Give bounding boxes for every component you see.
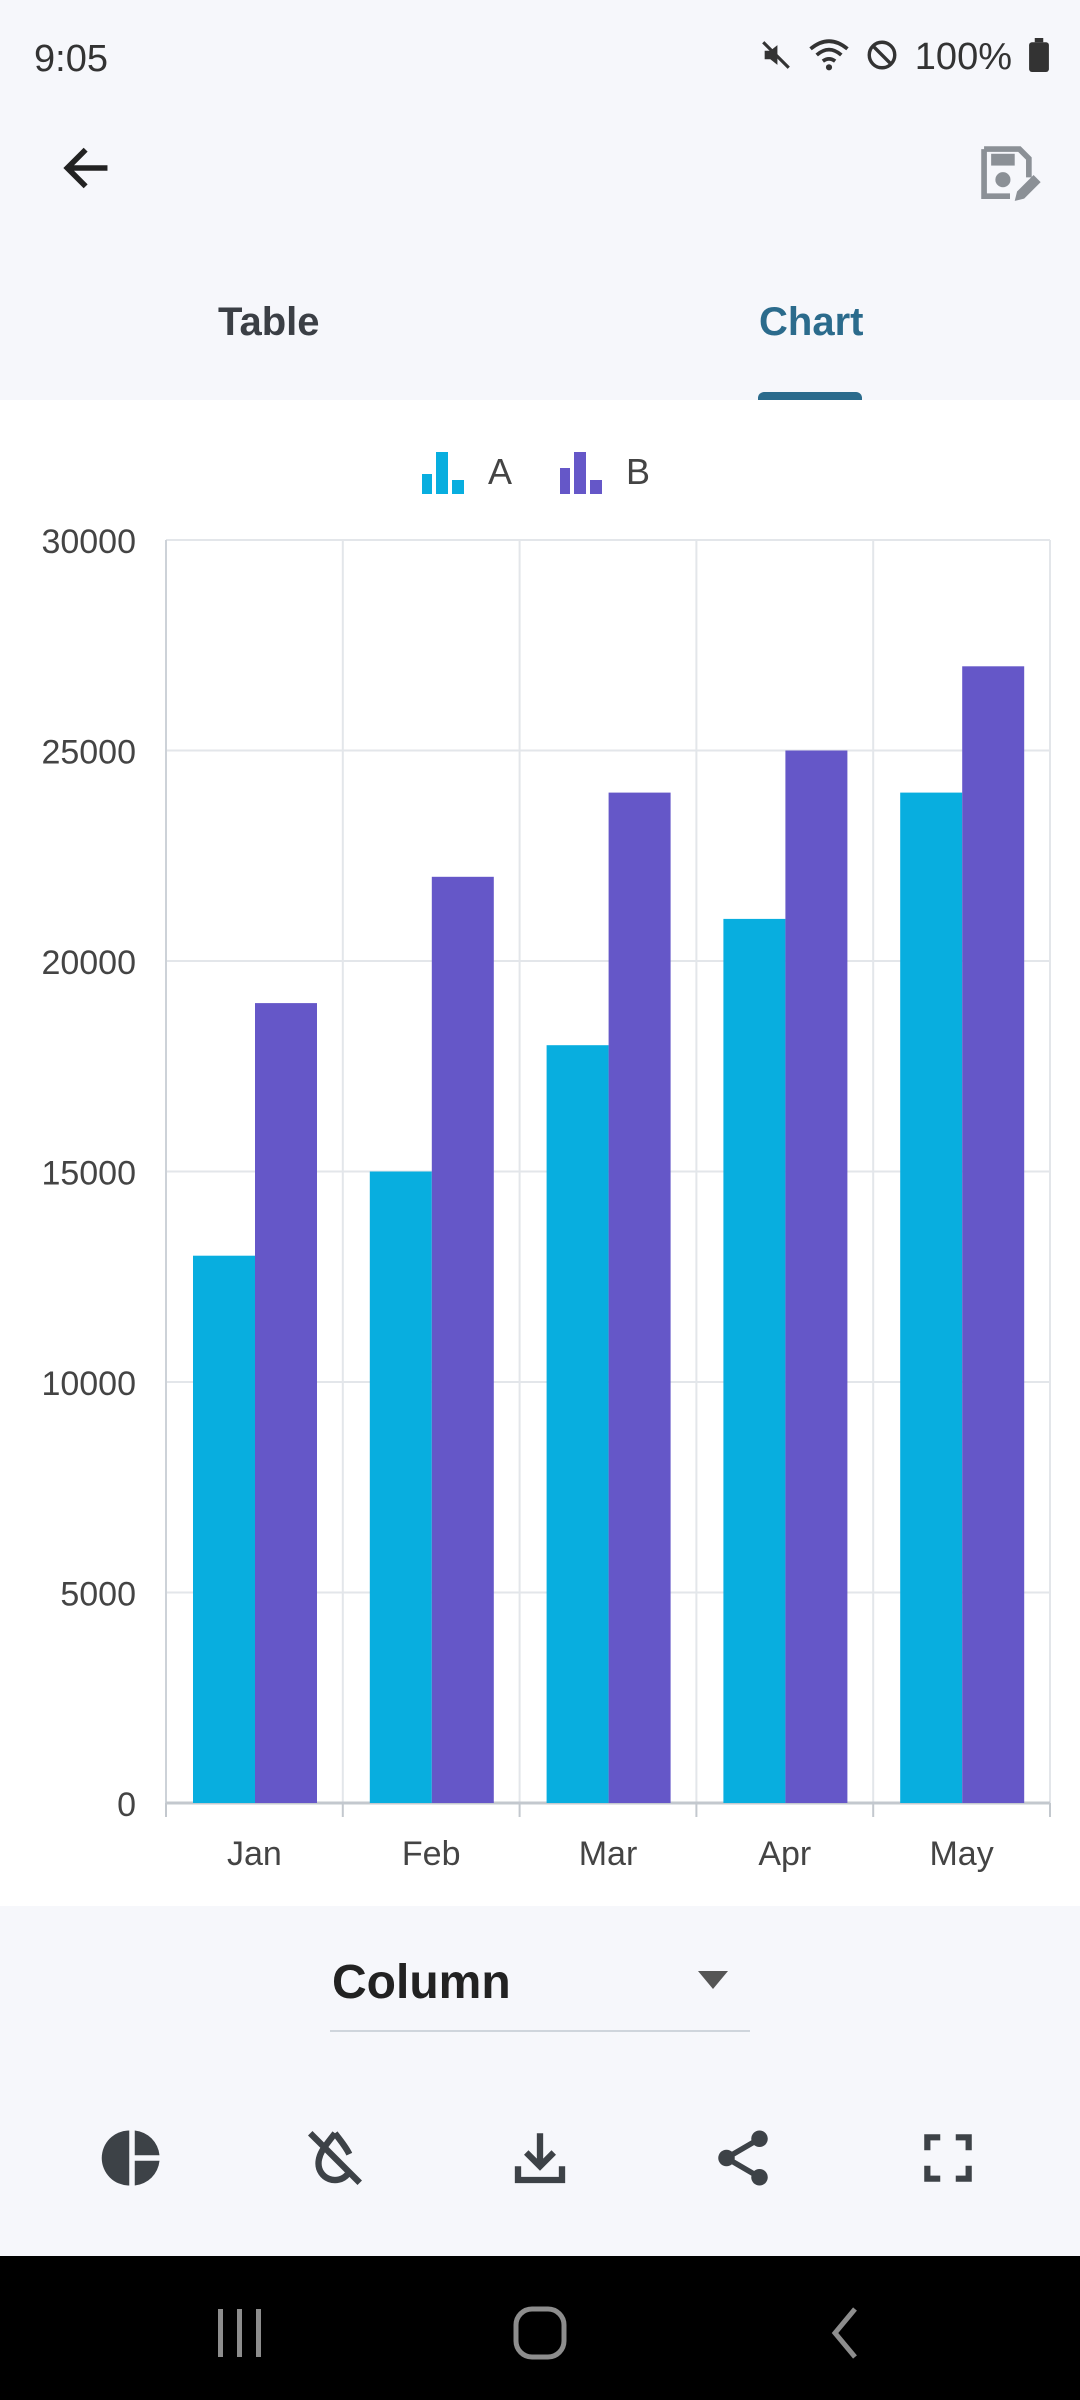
download-icon <box>514 2133 566 2184</box>
bar-series-a-mar[interactable] <box>546 1045 609 1803</box>
column-chart: 0 5000 10000 15000 20000 25000 30000 Jan Feb Mar A… <box>41 523 1051 1873</box>
x-tick-label: May <box>929 1835 993 1873</box>
battery-icon <box>1028 38 1050 77</box>
x-tick-label: Apr <box>758 1835 811 1873</box>
arrow-back-icon <box>63 147 108 189</box>
recents-button[interactable] <box>190 2298 290 2368</box>
y-tick-label: 10000 <box>41 1365 136 1403</box>
y-tick-label: 0 <box>117 1786 136 1824</box>
bar-series-b-mar[interactable] <box>608 792 671 1803</box>
pie-chart-button[interactable] <box>92 2118 172 2198</box>
legend-item-b[interactable]: B <box>558 450 650 494</box>
chart-type-select[interactable]: Column <box>330 1935 750 2032</box>
dropdown-caret-icon <box>698 1971 728 1989</box>
save-edit-icon <box>981 146 1041 201</box>
home-button[interactable] <box>490 2298 590 2368</box>
wifi-icon <box>809 38 849 77</box>
save-edit-button[interactable] <box>970 135 1050 215</box>
share-icon <box>718 2130 768 2186</box>
bar-series-b-may[interactable] <box>962 666 1025 1803</box>
tab-chart[interactable]: Chart <box>759 300 864 344</box>
tab-table[interactable]: Table <box>218 300 320 344</box>
bar-series-a-feb[interactable] <box>369 1171 432 1804</box>
bar-chart-icon <box>422 452 464 494</box>
bar-series-a-may[interactable] <box>900 792 963 1803</box>
download-button[interactable] <box>500 2118 580 2198</box>
fullscreen-icon <box>924 2134 972 2182</box>
home-icon <box>513 2306 567 2360</box>
y-tick-label: 30000 <box>41 523 136 561</box>
y-tick-label: 5000 <box>60 1576 136 1614</box>
status-bar: 9:05 100% <box>0 0 1080 120</box>
legend-item-a[interactable]: A <box>420 450 512 494</box>
back-nav-icon <box>831 2307 857 2359</box>
battery-percent: 100% <box>914 36 1012 78</box>
chart-panel <box>0 400 1080 1906</box>
fullscreen-button[interactable] <box>908 2118 988 2198</box>
bar-chart-icon <box>560 452 602 494</box>
legend-label-a: A <box>488 451 513 492</box>
mute-icon <box>759 38 793 77</box>
y-tick-label: 15000 <box>41 1155 136 1193</box>
x-tick-label: Jan <box>227 1835 282 1873</box>
bar-series-b-apr[interactable] <box>785 750 848 1804</box>
bar-series-b-jan[interactable] <box>255 1003 317 1803</box>
bar-series-a-apr[interactable] <box>723 918 786 1803</box>
chart-type-value: Column <box>332 1956 511 2009</box>
status-icons: 100% <box>759 36 1050 79</box>
do-not-disturb-icon <box>865 38 899 77</box>
system-nav-bar <box>0 2256 1080 2400</box>
share-button[interactable] <box>703 2118 783 2198</box>
tab-indicator <box>758 392 862 402</box>
x-tick-label: Feb <box>402 1835 461 1873</box>
legend-label-b: B <box>626 451 651 492</box>
back-nav-button[interactable] <box>795 2298 895 2368</box>
bar-series-a-jan[interactable] <box>193 1255 255 1803</box>
hide-labels-icon <box>308 2131 362 2185</box>
tab-bar: Table Chart <box>0 260 1080 403</box>
status-time: 9:05 <box>34 38 108 80</box>
hide-labels-button[interactable] <box>295 2118 375 2198</box>
back-button[interactable] <box>46 128 126 208</box>
chart-legend: A B <box>0 450 1080 510</box>
y-tick-label: 20000 <box>41 944 136 982</box>
bar-series-b-feb[interactable] <box>431 876 494 1803</box>
y-tick-label: 25000 <box>41 734 136 772</box>
recents-icon <box>218 2309 261 2357</box>
x-tick-label: Mar <box>579 1835 638 1873</box>
pie-chart-icon <box>101 2130 160 2186</box>
